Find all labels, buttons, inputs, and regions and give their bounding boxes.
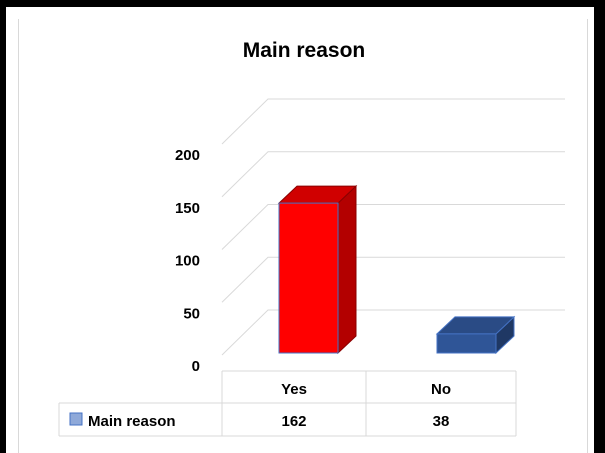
bar xyxy=(277,184,358,355)
data-label: 38 xyxy=(433,413,450,430)
y-tick-label: 100 xyxy=(175,253,200,270)
bar-front xyxy=(278,202,339,354)
chart-title: Main reason xyxy=(243,39,366,62)
chart-area-border xyxy=(18,19,588,453)
gridline xyxy=(221,256,565,303)
data-table: Yes No 162 38 Main reason xyxy=(58,370,517,437)
gridline xyxy=(221,98,565,145)
bar xyxy=(435,315,516,355)
y-tick-label: 0 xyxy=(192,358,200,375)
gridline xyxy=(221,151,565,198)
y-axis-tick-labels: 0 50 100 150 200 xyxy=(175,147,200,375)
y-tick-label: 150 xyxy=(175,200,200,217)
legend-key xyxy=(69,412,83,426)
gridline xyxy=(221,204,565,250)
legend-series-name: Main reason xyxy=(88,413,176,430)
y-tick-label: 200 xyxy=(175,147,200,164)
grid-lines xyxy=(221,98,565,356)
y-tick-label: 50 xyxy=(183,305,200,322)
data-label: 162 xyxy=(281,413,306,430)
gridline xyxy=(221,309,565,356)
bar-front xyxy=(436,333,497,354)
bar-side xyxy=(337,184,357,355)
x-category-label: Yes xyxy=(281,381,307,398)
bars xyxy=(277,184,516,355)
x-category-label: No xyxy=(431,381,451,398)
